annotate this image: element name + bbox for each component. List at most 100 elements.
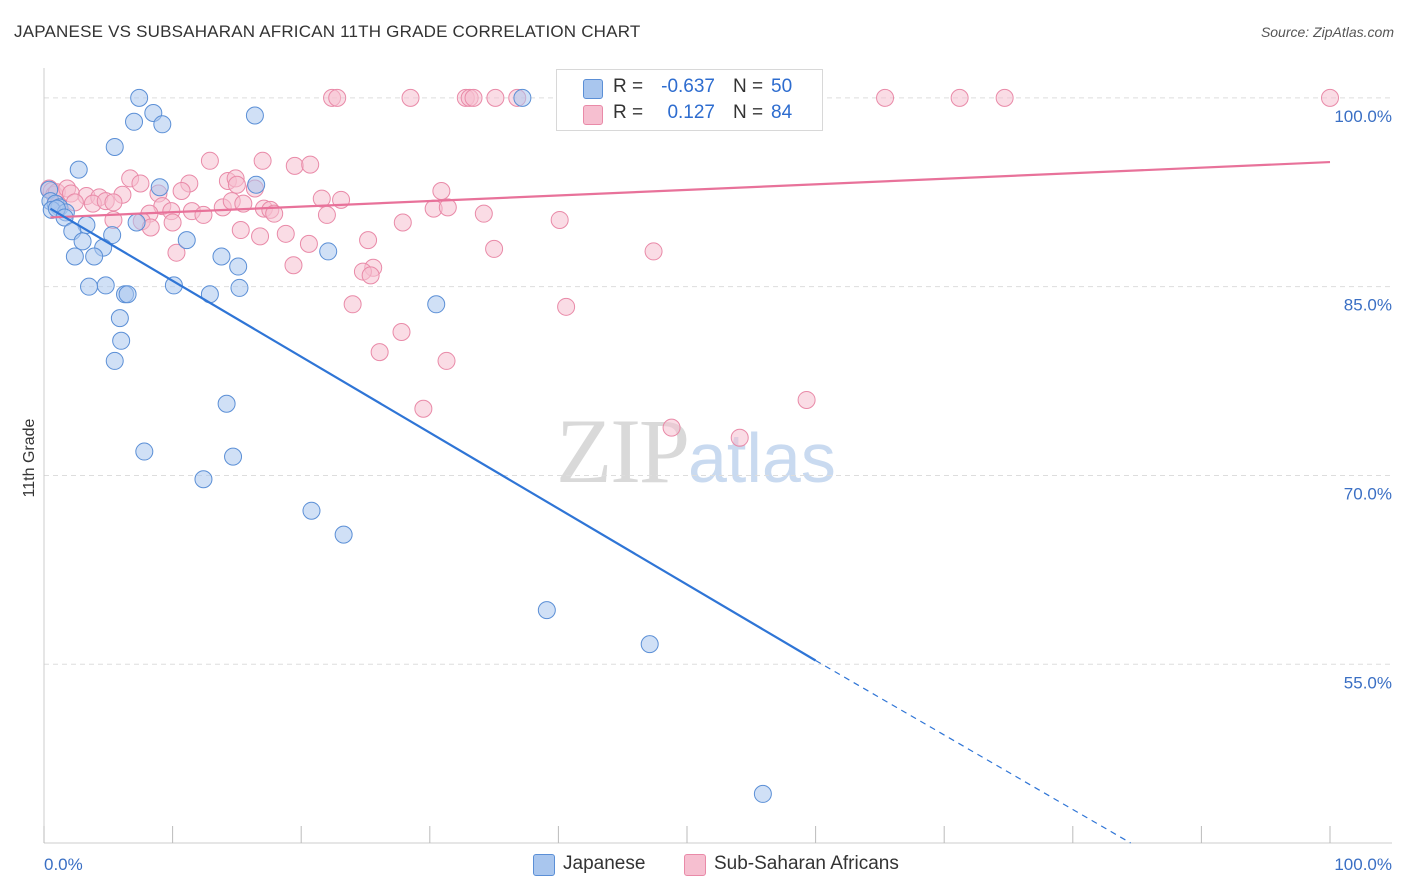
- subsaharan-point: [253, 151, 272, 170]
- legend-label-subsaharan: Sub-Saharan Africans: [714, 853, 899, 874]
- subsaharan-point: [328, 88, 347, 107]
- japanese-legend-icon: [533, 854, 555, 876]
- subsaharan-point: [797, 390, 816, 409]
- subsaharan-point: [662, 418, 681, 437]
- japanese-point: [130, 88, 149, 107]
- japanese-point: [194, 470, 213, 489]
- subsaharan-point: [876, 88, 895, 107]
- japanese-point: [513, 88, 532, 107]
- legend-n-label: N =: [733, 102, 764, 123]
- chart-source: Source: ZipAtlas.com: [1260, 24, 1394, 40]
- subsaharan-point: [251, 227, 270, 246]
- legend-r-label: R =: [613, 76, 644, 97]
- japanese-point: [229, 257, 248, 276]
- japanese-point: [69, 160, 88, 179]
- japanese-point: [103, 226, 122, 245]
- subsaharan-point: [392, 322, 411, 341]
- chart-title: JAPANESE VS SUBSAHARAN AFRICAN 11TH GRAD…: [14, 22, 641, 41]
- legend-n-value: 50: [771, 76, 793, 97]
- japanese-point: [224, 447, 243, 466]
- subsaharan-point: [438, 198, 457, 217]
- subsaharan-point: [299, 234, 318, 253]
- japanese-point: [73, 232, 92, 251]
- japanese-point: [150, 178, 169, 197]
- japanese-point: [640, 635, 659, 654]
- legend-n-value: 84: [771, 102, 793, 123]
- subsaharan-point: [393, 213, 412, 232]
- subsaharan-point: [474, 204, 493, 223]
- subsaharan-legend-icon: [684, 854, 706, 876]
- japanese-point: [302, 501, 321, 520]
- japanese-point: [319, 242, 338, 261]
- subsaharan-point: [486, 88, 505, 107]
- japanese-point: [112, 331, 131, 350]
- japanese-swatch-icon: [583, 79, 603, 99]
- subsaharan-point: [557, 297, 576, 316]
- y-tick-label: 70.0%: [1344, 484, 1392, 503]
- subsaharan-point: [276, 224, 295, 243]
- japanese-point: [334, 525, 353, 544]
- subsaharan-point: [104, 193, 123, 212]
- series-legend: Japanese Sub-Saharan Africans: [0, 852, 1406, 878]
- japanese-point: [247, 175, 266, 194]
- subsaharan-point: [359, 231, 378, 250]
- watermark-atlas: atlas: [688, 419, 836, 497]
- subsaharan-point: [432, 182, 451, 201]
- subsaharan-point: [950, 88, 969, 107]
- japanese-point: [230, 278, 249, 297]
- grid: [44, 97, 1392, 665]
- subsaharan-trend-line: [50, 160, 1331, 219]
- subsaharan-point: [1321, 88, 1339, 107]
- legend-r-value: -0.637: [661, 76, 715, 97]
- x-tick-label: 100.0%: [1334, 855, 1392, 874]
- japanese-point: [753, 784, 772, 803]
- subsaharan-point: [231, 221, 250, 240]
- legend-r-value: 0.127: [667, 102, 715, 123]
- subsaharan-points: [40, 88, 1339, 447]
- japanese-point: [537, 601, 556, 620]
- subsaharan-point: [464, 88, 483, 107]
- subsaharan-point: [414, 399, 433, 418]
- japanese-point: [110, 309, 129, 328]
- subsaharan-point: [284, 256, 303, 275]
- subsaharan-point: [265, 204, 284, 223]
- correlation-legend: R = -0.637 N = 50 R = 0.127 N = 84: [556, 69, 823, 131]
- trend-lines: [49, 160, 1331, 844]
- japanese-point: [127, 213, 146, 232]
- legend-label-japanese: Japanese: [563, 853, 646, 874]
- subsaharan-point: [131, 174, 150, 193]
- subsaharan-point: [163, 213, 182, 232]
- subsaharan-point: [437, 351, 456, 370]
- subsaharan-point: [172, 182, 191, 201]
- watermark-zip: ZIP: [556, 400, 690, 502]
- subsaharan-point: [361, 266, 380, 285]
- subsaharan-point: [550, 210, 569, 229]
- japanese-point: [212, 247, 231, 266]
- legend-row-subsaharan: R = 0.127 N = 84: [557, 101, 822, 127]
- japanese-point: [217, 394, 236, 413]
- subsaharan-point: [312, 189, 331, 208]
- legend-r-label: R =: [613, 102, 644, 123]
- japanese-point: [245, 106, 264, 125]
- japanese-point: [135, 442, 154, 461]
- japanese-point: [80, 277, 99, 296]
- subsaharan-swatch-icon: [583, 105, 603, 125]
- japanese-point: [65, 247, 84, 266]
- watermark: ZIPatlas: [556, 398, 836, 504]
- y-tick-label: 85.0%: [1344, 296, 1392, 315]
- x-tick-label: 0.0%: [44, 855, 83, 874]
- subsaharan-point: [301, 155, 320, 174]
- japanese-trend-extension: [815, 659, 1131, 844]
- tick-labels: 100.0% 85.0% 70.0% 55.0% 0.0% 100.0%: [44, 107, 1392, 874]
- subsaharan-point: [227, 175, 246, 194]
- subsaharan-point: [167, 243, 186, 262]
- japanese-point: [427, 295, 446, 314]
- y-tick-label: 100.0%: [1334, 107, 1392, 126]
- japanese-point: [118, 285, 137, 304]
- japanese-trend-line: [49, 207, 817, 662]
- subsaharan-point: [343, 295, 362, 314]
- japanese-point: [85, 247, 104, 266]
- y-tick-label: 55.0%: [1344, 673, 1392, 692]
- subsaharan-point: [401, 88, 420, 107]
